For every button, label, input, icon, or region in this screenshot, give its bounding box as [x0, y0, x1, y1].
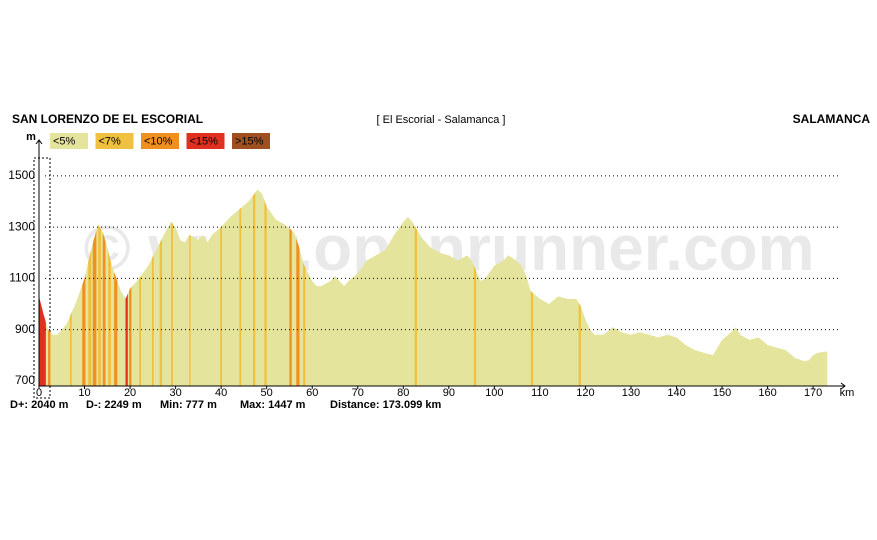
gradient-stripe	[159, 189, 162, 386]
gradient-stripe	[108, 189, 111, 386]
gradient-stripe	[98, 189, 101, 386]
x-axis-arrow	[840, 382, 846, 390]
x-tick-label: 110	[531, 387, 549, 399]
end-label: SALAMANCA	[793, 112, 871, 126]
x-tick-label: 0	[36, 387, 42, 399]
gradient-stripe	[114, 189, 118, 386]
y-tick-label: 900	[15, 322, 35, 336]
gradient-stripe	[151, 189, 154, 386]
legend-swatch	[186, 133, 225, 149]
x-tick-label: 10	[78, 387, 90, 399]
x-axis-label: km	[840, 387, 855, 399]
gradient-stripe	[264, 189, 267, 386]
stat: D+: 2040 m	[10, 399, 69, 411]
gradient-stripe	[88, 189, 92, 386]
legend-label: >15%	[235, 135, 264, 147]
stat: Min: 777 m	[160, 399, 217, 411]
y-tick-label: 1100	[9, 271, 35, 285]
x-tick-label: 60	[306, 387, 318, 399]
x-tick-label: 160	[758, 387, 776, 399]
gradient-stripe	[171, 189, 173, 386]
x-tick-label: 50	[261, 387, 273, 399]
gradient-stripe	[296, 189, 300, 386]
gradient-stripe	[220, 189, 223, 386]
legend-label: <5%	[53, 135, 76, 147]
gradient-stripe	[289, 189, 292, 386]
stat: Distance: 173.099 km	[330, 399, 442, 411]
x-tick-label: 120	[576, 387, 594, 399]
x-tick-label: 100	[485, 387, 503, 399]
gradient-stripe	[92, 189, 97, 386]
y-tick-label: 1300	[8, 219, 35, 233]
x-tick-label: 150	[713, 387, 731, 399]
gradient-stripe	[102, 189, 106, 386]
chart-title: [ El Escorial - Salamanca ]	[377, 114, 506, 126]
x-tick-label: 20	[124, 387, 136, 399]
gradient-stripe	[139, 189, 142, 386]
x-tick-label: 80	[397, 387, 409, 399]
profile-area	[39, 189, 828, 386]
gradient-stripe	[189, 189, 191, 386]
stat: Max: 1447 m	[240, 399, 306, 411]
gradient-stripe	[239, 189, 242, 386]
stat: D-: 2249 m	[86, 399, 142, 411]
y-axis-arrow	[35, 139, 43, 145]
legend-swatch	[95, 133, 134, 149]
x-tick-label: 130	[622, 387, 640, 399]
y-tick-label: 1500	[8, 168, 35, 182]
x-tick-label: 170	[804, 387, 822, 399]
gradient-stripe	[39, 189, 46, 386]
start-label: SAN LORENZO DE EL ESCORIAL	[12, 112, 203, 126]
gradient-stripe	[253, 189, 256, 386]
x-tick-label: 90	[443, 387, 455, 399]
gradient-stripe	[82, 189, 86, 386]
legend-swatch	[141, 133, 179, 149]
x-tick-label: 70	[352, 387, 364, 399]
x-tick-label: 40	[215, 387, 227, 399]
gradient-stripe	[303, 189, 306, 386]
gradient-stripe	[473, 189, 477, 386]
x-tick-label: 30	[169, 387, 181, 399]
legend-label: <15%	[190, 135, 219, 147]
gradient-stripe	[414, 189, 417, 386]
gradient-stripe	[69, 189, 72, 386]
legend-label: <10%	[144, 135, 173, 147]
x-tick-label: 140	[667, 387, 685, 399]
legend-swatch	[50, 133, 88, 149]
legend-label: <7%	[99, 135, 122, 147]
gradient-stripes	[39, 189, 581, 386]
legend-swatch	[232, 133, 270, 149]
y-tick-label: 700	[15, 373, 35, 387]
y-axis-label: m	[26, 131, 36, 143]
